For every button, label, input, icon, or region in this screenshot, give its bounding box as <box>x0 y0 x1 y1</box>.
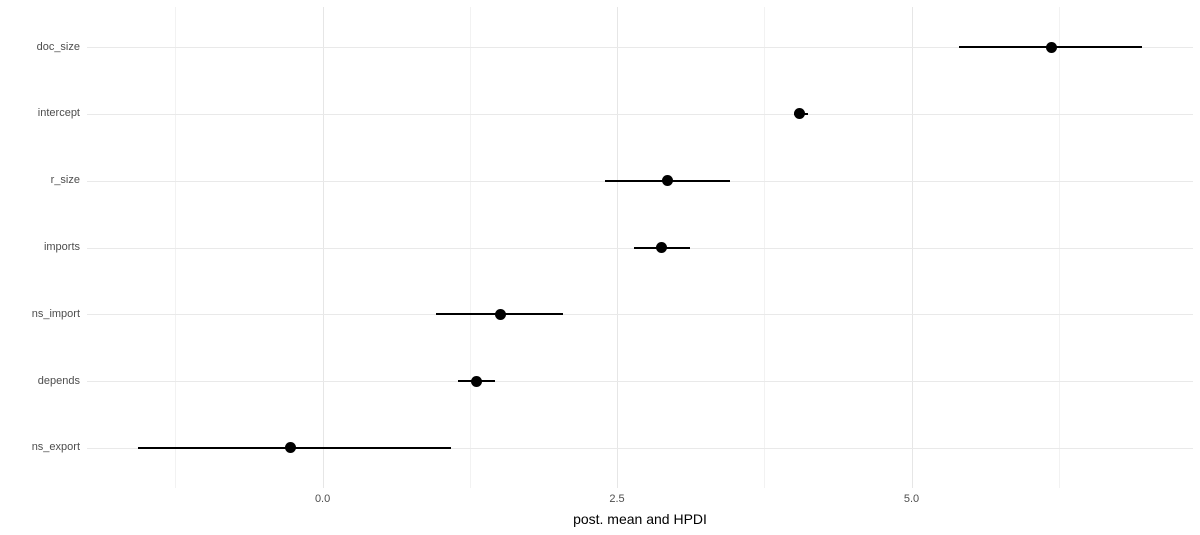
x-tick-label-5.0: 5.0 <box>903 493 920 505</box>
point-r_size <box>662 175 674 187</box>
y-axis-label-imports: imports <box>43 241 80 253</box>
point-imports <box>656 242 668 253</box>
point-intercept <box>794 108 806 120</box>
gridline-y-ns_export <box>87 447 1193 449</box>
plot-panel <box>87 7 1193 488</box>
y-axis-label-doc_size: doc_size <box>36 40 80 53</box>
gridline-y-doc_size <box>87 47 1193 49</box>
x-tick-label-0.0: 0.0 <box>314 493 331 505</box>
x-tick-label-2.5: 2.5 <box>609 493 625 505</box>
point-doc_size <box>1046 41 1058 53</box>
point-depends <box>471 375 483 387</box>
point-ns_export <box>285 442 297 454</box>
gridline-y-ns_import <box>87 314 1193 316</box>
y-axis-label-ns_export: ns_export <box>31 441 80 454</box>
y-axis-label-intercept: intercept <box>37 107 80 120</box>
y-axis-label-r_size: r_size <box>50 174 80 187</box>
y-axis-label-ns_import: ns_import <box>31 307 80 320</box>
x-axis-title: post. mean and HPDI <box>573 511 707 527</box>
point-ns_import <box>494 308 506 320</box>
gridline-y-depends <box>87 381 1193 383</box>
y-axis-label-depends: depends <box>37 374 80 387</box>
gridline-y-intercept <box>87 113 1193 115</box>
